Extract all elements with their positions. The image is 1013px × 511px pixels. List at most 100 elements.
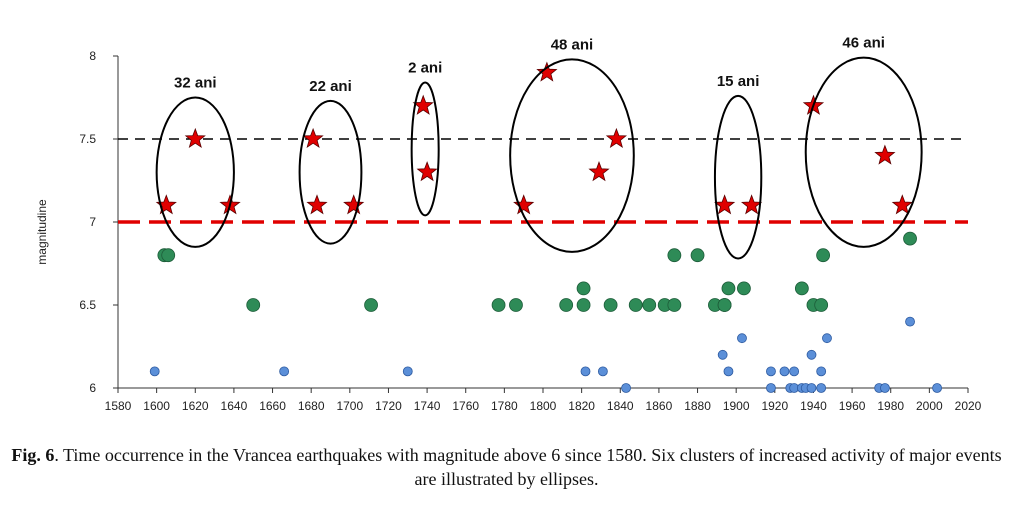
blue-point <box>880 383 890 393</box>
green-point <box>628 298 643 312</box>
star-marker <box>588 161 610 182</box>
x-tick-label: 1620 <box>182 399 209 413</box>
x-tick-label: 1580 <box>105 399 132 413</box>
star-marker <box>536 61 558 82</box>
x-tick-label: 2020 <box>955 399 982 413</box>
star-marker <box>714 194 736 215</box>
green-point <box>690 248 705 263</box>
x-tick-label: 1660 <box>259 399 286 413</box>
x-tick-label: 1740 <box>414 399 441 413</box>
star-marker <box>343 194 365 215</box>
x-tick-label: 1860 <box>646 399 673 413</box>
green-point <box>794 281 809 296</box>
x-tick-label: 1640 <box>221 399 248 413</box>
blue-point <box>905 316 915 327</box>
star-marker <box>891 194 913 215</box>
blue-point <box>717 349 728 360</box>
x-tick-label: 1940 <box>800 399 827 413</box>
star-marker <box>184 127 206 149</box>
green-point <box>667 248 682 263</box>
blue-point <box>779 366 790 377</box>
x-tick-label: 1700 <box>336 399 363 413</box>
green-point <box>667 298 682 312</box>
star-marker <box>741 194 763 215</box>
x-tick-label: 2000 <box>916 399 943 413</box>
green-point <box>816 248 831 263</box>
x-tick-label: 1920 <box>761 399 788 413</box>
green-point <box>246 298 261 312</box>
cluster-ellipse <box>804 56 923 248</box>
chart-axes: 1580 1600 1620 1640 1660 1680 1700 1720 1740 1760… <box>79 49 981 413</box>
star-marker <box>306 194 328 215</box>
blue-point <box>816 366 827 377</box>
green-point <box>717 298 732 312</box>
blue-point <box>597 366 608 377</box>
green-point <box>814 298 829 312</box>
x-tick-label: 1840 <box>607 399 634 413</box>
y-tick-label: 7.5 <box>79 132 96 146</box>
cluster-label: 48 ani <box>551 36 594 53</box>
x-tick-label: 1960 <box>839 399 866 413</box>
y-tick-label: 6.5 <box>79 298 96 312</box>
y-tick-label: 6 <box>89 381 96 395</box>
cluster-ellipse <box>509 58 635 253</box>
figure-label: Fig. 6 <box>11 445 55 465</box>
cluster-ellipse <box>410 81 440 217</box>
y-axis-title: magnitudine <box>35 199 49 265</box>
green-point <box>509 298 523 312</box>
green-point <box>576 281 591 296</box>
green-point <box>161 248 176 263</box>
star-marker <box>874 144 896 165</box>
green-point <box>364 298 378 312</box>
reference-lines <box>118 138 968 224</box>
blue-point <box>737 333 747 344</box>
x-tick-label: 1800 <box>530 399 557 413</box>
cluster-ellipses: 32 ani 22 ani 2 ani 48 ani 15 ani 46 ani <box>155 35 923 260</box>
star-marker <box>302 127 324 149</box>
green-point <box>603 298 618 312</box>
green-point <box>559 298 574 312</box>
cluster-label: 22 ani <box>309 78 352 95</box>
star-marker <box>605 127 627 149</box>
blue-point <box>723 366 734 377</box>
blue-point <box>822 333 832 344</box>
green-point <box>576 298 591 312</box>
blue-point <box>816 383 827 393</box>
blue-point <box>766 366 776 377</box>
x-tick-label: 1820 <box>568 399 595 413</box>
cluster-ellipse <box>298 99 363 245</box>
x-tick-label: 1760 <box>452 399 479 413</box>
x-tick-label: 1600 <box>143 399 170 413</box>
blue-point <box>580 366 591 377</box>
x-tick-label: 1880 <box>684 399 711 413</box>
y-tick-label: 7 <box>89 215 96 229</box>
blue-point <box>149 366 160 377</box>
cluster-ellipse <box>713 94 763 260</box>
cluster-label: 15 ani <box>717 73 760 90</box>
caption-text: . Time occurrence in the Vrancea earthqu… <box>54 445 1002 489</box>
x-tick-label: 1720 <box>375 399 402 413</box>
x-tick-label: 1680 <box>298 399 325 413</box>
x-tick-label: 1900 <box>723 399 750 413</box>
blue-point <box>766 383 776 393</box>
y-tick-label: 8 <box>89 49 96 63</box>
blue-point <box>621 383 631 393</box>
blue-point <box>402 366 413 377</box>
x-tick-label: 1980 <box>877 399 904 413</box>
earthquake-scatter-chart: 1580 1600 1620 1640 1660 1680 1700 1720 1740 1760… <box>35 35 982 413</box>
star-marker <box>416 161 438 182</box>
green-point <box>721 281 736 296</box>
green-point <box>642 298 657 312</box>
figure-caption: Fig. 6. Time occurrence in the Vrancea e… <box>0 443 1013 491</box>
blue-point <box>789 366 800 377</box>
data-points <box>149 61 942 393</box>
green-point <box>903 231 917 246</box>
cluster-ellipse <box>155 96 235 248</box>
star-marker <box>513 194 535 215</box>
x-tick-label: 1780 <box>491 399 518 413</box>
cluster-label: 2 ani <box>408 60 442 77</box>
blue-point <box>806 349 817 360</box>
blue-point <box>279 366 290 377</box>
blue-point <box>806 383 817 393</box>
cluster-label: 46 ani <box>842 35 885 52</box>
